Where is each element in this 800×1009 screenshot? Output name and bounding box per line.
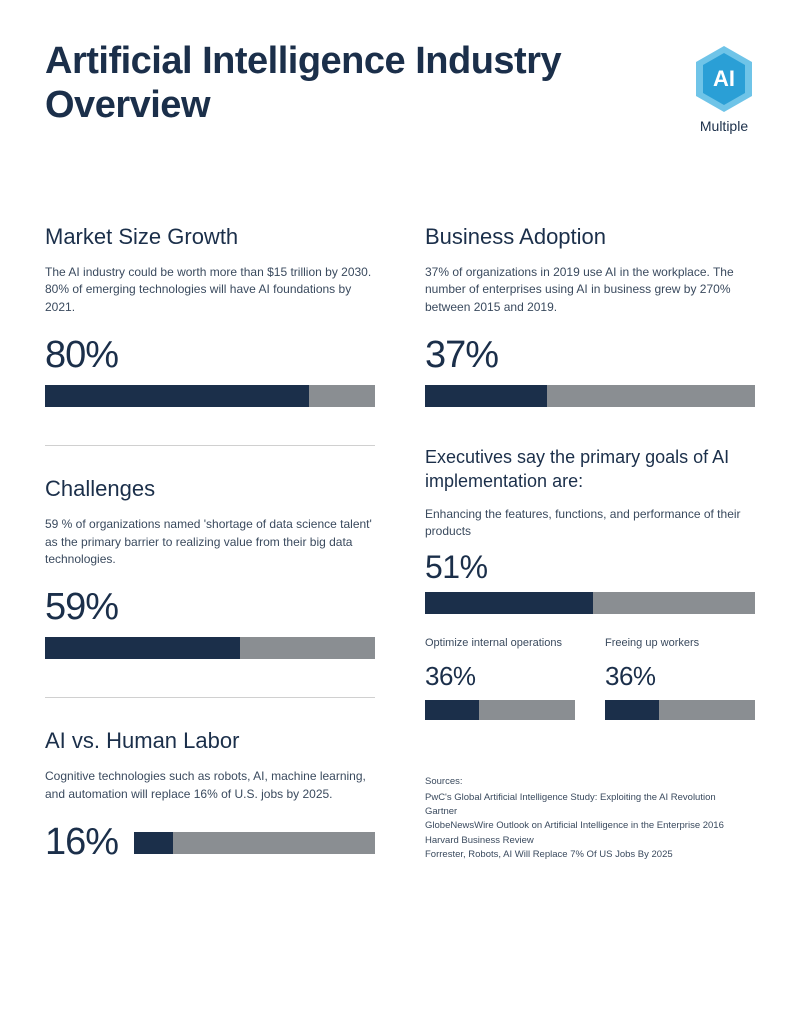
- market-bar: [45, 385, 375, 407]
- adoption-desc: 37% of organizations in 2019 use AI in t…: [425, 264, 755, 316]
- goals-primary-bar-fill: [425, 592, 593, 614]
- challenges-bar-fill: [45, 637, 240, 659]
- goals-title: Executives say the primary goals of AI i…: [425, 445, 755, 494]
- labor-desc: Cognitive technologies such as robots, A…: [45, 768, 375, 803]
- divider: [45, 697, 375, 698]
- svg-text:AI: AI: [713, 66, 735, 91]
- right-column: Business Adoption 37% of organizations i…: [425, 224, 755, 902]
- sources-title: Sources:: [425, 775, 755, 789]
- goal-item-0: Optimize internal operations 36%: [425, 636, 575, 719]
- left-column: Market Size Growth The AI industry could…: [45, 224, 375, 902]
- logo: AI Multiple: [693, 40, 755, 134]
- adoption-bar-fill: [425, 385, 547, 407]
- goals-section: Executives say the primary goals of AI i…: [425, 445, 755, 719]
- sources-line: GlobeNewsWire Outlook on Artificial Inte…: [425, 819, 755, 833]
- goals-primary-pct: 51%: [425, 549, 755, 586]
- goal-1-pct: 36%: [605, 661, 755, 692]
- goal-1-label: Freeing up workers: [605, 636, 755, 650]
- goal-0-bar: [425, 700, 575, 720]
- market-desc: The AI industry could be worth more than…: [45, 264, 375, 316]
- adoption-title: Business Adoption: [425, 224, 755, 250]
- adoption-pct: 37%: [425, 334, 755, 377]
- challenges-desc: 59 % of organizations named 'shortage of…: [45, 516, 375, 568]
- market-section: Market Size Growth The AI industry could…: [45, 224, 375, 407]
- market-title: Market Size Growth: [45, 224, 375, 250]
- market-bar-fill: [45, 385, 309, 407]
- goals-primary-label: Enhancing the features, functions, and p…: [425, 506, 755, 540]
- sources-line: Gartner: [425, 805, 755, 819]
- sources-line: Harvard Business Review: [425, 834, 755, 848]
- goal-0-pct: 36%: [425, 661, 575, 692]
- labor-section: AI vs. Human Labor Cognitive technologie…: [45, 728, 375, 864]
- adoption-bar: [425, 385, 755, 407]
- goals-primary-bar: [425, 592, 755, 614]
- goal-1-bar: [605, 700, 755, 720]
- goal-1-bar-fill: [605, 700, 659, 720]
- labor-pct: 16%: [45, 821, 118, 864]
- goal-0-label: Optimize internal operations: [425, 636, 575, 650]
- goal-item-1: Freeing up workers 36%: [605, 636, 755, 719]
- sources-line: Forrester, Robots, AI Will Replace 7% Of…: [425, 848, 755, 862]
- sources-line: PwC's Global Artificial Intelligence Stu…: [425, 791, 755, 805]
- divider: [45, 445, 375, 446]
- goal-0-bar-fill: [425, 700, 479, 720]
- market-pct: 80%: [45, 334, 375, 377]
- sources: Sources: PwC's Global Artificial Intelli…: [425, 775, 755, 863]
- challenges-bar: [45, 637, 375, 659]
- labor-title: AI vs. Human Labor: [45, 728, 375, 754]
- labor-bar-fill: [134, 832, 173, 854]
- challenges-section: Challenges 59 % of organizations named '…: [45, 476, 375, 659]
- labor-bar: [134, 832, 375, 854]
- logo-subtext: Multiple: [693, 118, 755, 134]
- challenges-pct: 59%: [45, 586, 375, 629]
- logo-hex-icon: AI: [693, 44, 755, 114]
- adoption-section: Business Adoption 37% of organizations i…: [425, 224, 755, 407]
- challenges-title: Challenges: [45, 476, 375, 502]
- page-title: Artificial Intelligence Industry Overvie…: [45, 40, 693, 127]
